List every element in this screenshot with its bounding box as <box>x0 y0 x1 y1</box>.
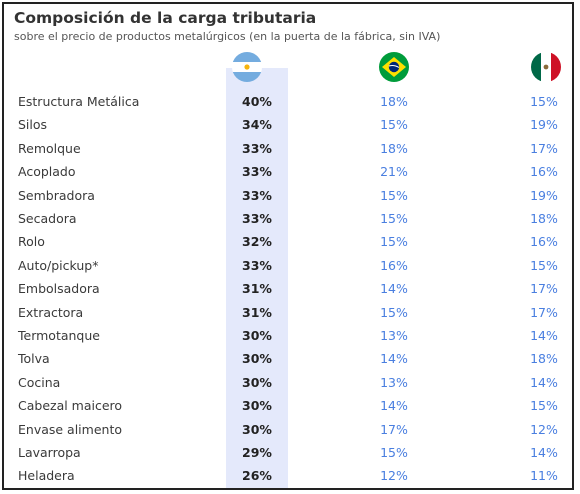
mexico-flag-icon <box>531 52 561 82</box>
mexico-value: 16% <box>530 234 558 250</box>
argentina-value: 31% <box>242 304 272 320</box>
row-label: Lavarropa <box>18 445 81 460</box>
brazil-value: 15% <box>380 304 408 320</box>
table-row: Embolsadora 31% 14% 17% <box>4 278 572 301</box>
argentina-value: 33% <box>242 164 272 180</box>
brazil-value: 14% <box>380 398 408 414</box>
mexico-value: 14% <box>530 328 558 343</box>
row-label: Embolsadora <box>18 281 100 297</box>
argentina-value: 40% <box>242 94 272 109</box>
row-label: Secadora <box>18 211 77 226</box>
brazil-value: 18% <box>380 140 408 156</box>
table-row: Acoplado 33% 21% 16% <box>4 161 572 184</box>
mexico-value: 16% <box>530 164 558 180</box>
argentina-value: 33% <box>242 187 272 203</box>
argentina-value: 33% <box>242 257 272 273</box>
chart-subtitle: sobre el precio de productos metalúrgico… <box>14 30 441 43</box>
argentina-value: 33% <box>242 140 272 156</box>
chart-frame: Composición de la carga tributaria sobre… <box>2 2 574 490</box>
mexico-value: 18% <box>530 351 558 367</box>
row-label: Acoplado <box>18 164 76 180</box>
table-row: Extractora 31% 15% 17% <box>4 302 572 325</box>
row-label: Heladera <box>18 468 75 484</box>
brazil-value: 12% <box>380 468 408 484</box>
table-row: Cocina 30% 13% 14% <box>4 372 572 395</box>
argentina-flag-icon <box>232 52 262 82</box>
brazil-value: 15% <box>380 445 408 460</box>
brazil-value: 17% <box>380 421 408 437</box>
brazil-value: 13% <box>380 328 408 343</box>
argentina-value: 26% <box>242 468 272 484</box>
brazil-value: 13% <box>380 374 408 390</box>
mexico-value: 17% <box>530 140 558 156</box>
chart-title: Composición de la carga tributaria <box>14 9 317 27</box>
brazil-value: 18% <box>380 94 408 109</box>
row-label: Envase alimento <box>18 421 122 437</box>
table-row: Estructura Metálica 40% 18% 15% <box>4 91 572 114</box>
argentina-value: 34% <box>242 117 272 133</box>
table-row: Secadora 33% 15% 18% <box>4 208 572 231</box>
table-row: Heladera 26% 12% 11% <box>4 465 572 488</box>
argentina-value: 33% <box>242 211 272 226</box>
table-row: Lavarropa 29% 15% 14% <box>4 442 572 465</box>
table-row: Rolo 32% 15% 16% <box>4 231 572 254</box>
row-label: Rolo <box>18 234 45 250</box>
argentina-value: 30% <box>242 351 272 367</box>
row-label: Auto/pickup* <box>18 257 99 273</box>
brazil-value: 15% <box>380 211 408 226</box>
table-row: Tolva 30% 14% 18% <box>4 348 572 371</box>
mexico-value: 15% <box>530 94 558 109</box>
argentina-value: 30% <box>242 328 272 343</box>
brazil-value: 14% <box>380 351 408 367</box>
table-row: Termotanque 30% 13% 14% <box>4 325 572 348</box>
row-label: Tolva <box>18 351 50 367</box>
mexico-value: 17% <box>530 281 558 297</box>
row-label: Silos <box>18 117 48 133</box>
mexico-value: 15% <box>530 398 558 414</box>
argentina-column-highlight <box>226 68 288 488</box>
brazil-flag-icon <box>379 52 409 82</box>
row-label: Cabezal maicero <box>18 398 123 414</box>
mexico-value: 18% <box>530 211 558 226</box>
row-label: Estructura Metálica <box>18 94 140 109</box>
argentina-value: 32% <box>242 234 272 250</box>
mexico-value: 19% <box>530 117 558 133</box>
brazil-value: 15% <box>380 234 408 250</box>
row-label: Sembradora <box>18 187 95 203</box>
mexico-value: 17% <box>530 304 558 320</box>
row-label: Cocina <box>18 374 61 390</box>
table-row: Cabezal maicero 30% 14% 15% <box>4 395 572 418</box>
mexico-value: 19% <box>530 187 558 203</box>
argentina-value: 30% <box>242 398 272 414</box>
argentina-value: 30% <box>242 374 272 390</box>
mexico-value: 14% <box>530 374 558 390</box>
mexico-value: 12% <box>530 421 558 437</box>
mexico-value: 14% <box>530 445 558 460</box>
table-row: Sembradora 33% 15% 19% <box>4 185 572 208</box>
argentina-value: 29% <box>242 445 272 460</box>
table-row: Auto/pickup* 33% 16% 15% <box>4 255 572 278</box>
table-row: Silos 34% 15% 19% <box>4 114 572 137</box>
brazil-value: 14% <box>380 281 408 297</box>
brazil-value: 16% <box>380 257 408 273</box>
table-row: Envase alimento 30% 17% 12% <box>4 419 572 442</box>
table-row: Remolque 33% 18% 17% <box>4 138 572 161</box>
row-label: Extractora <box>18 304 84 320</box>
argentina-value: 30% <box>242 421 272 437</box>
brazil-value: 15% <box>380 117 408 133</box>
argentina-value: 31% <box>242 281 272 297</box>
mexico-value: 11% <box>530 468 558 484</box>
mexico-value: 15% <box>530 257 558 273</box>
row-label: Remolque <box>18 140 81 156</box>
brazil-value: 21% <box>380 164 408 180</box>
brazil-value: 15% <box>380 187 408 203</box>
row-label: Termotanque <box>18 328 100 343</box>
